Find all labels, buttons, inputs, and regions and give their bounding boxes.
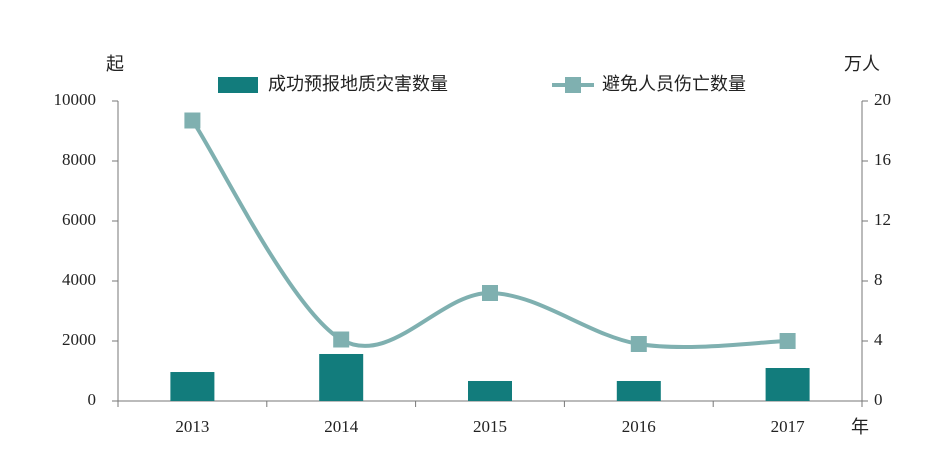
y2-tick-label: 4 (874, 330, 883, 349)
x-tick-label: 2017 (771, 417, 806, 436)
x-tick-label: 2013 (175, 417, 209, 436)
x-tick-label: 2015 (473, 417, 507, 436)
y-tick-label: 10000 (54, 90, 97, 109)
y-tick-label: 8000 (62, 150, 96, 169)
y-tick-label: 2000 (62, 330, 96, 349)
y-tick-label: 4000 (62, 270, 96, 289)
bar (319, 353, 364, 401)
legend-label: 成功预报地质灾害数量 (268, 74, 448, 95)
y-tick-label: 0 (88, 390, 97, 409)
y2-axis-title: 万人 (844, 54, 880, 75)
y2-tick-label: 20 (874, 90, 891, 109)
marker (184, 112, 201, 129)
y2-tick-label: 12 (874, 210, 891, 229)
bar (468, 380, 512, 401)
bar (765, 368, 810, 401)
y-axis-title: 起 (106, 54, 124, 75)
marker (482, 285, 498, 301)
y-tick-label: 6000 (62, 210, 96, 229)
y2-tick-label: 16 (874, 150, 891, 169)
bar (616, 380, 661, 401)
marker (779, 333, 796, 349)
legend-swatch (565, 77, 581, 93)
legend-label: 避免人员伤亡数量 (602, 74, 746, 95)
x-axis-title: 年 (851, 417, 869, 438)
line (190, 119, 788, 349)
x-tick-label: 2016 (622, 417, 656, 436)
x-tick-label: 2014 (324, 417, 359, 436)
marker (630, 336, 647, 352)
bar (170, 372, 215, 401)
legend-swatch (218, 77, 258, 93)
marker (333, 331, 350, 348)
y2-tick-label: 0 (874, 390, 883, 409)
y2-tick-label: 8 (874, 270, 883, 289)
